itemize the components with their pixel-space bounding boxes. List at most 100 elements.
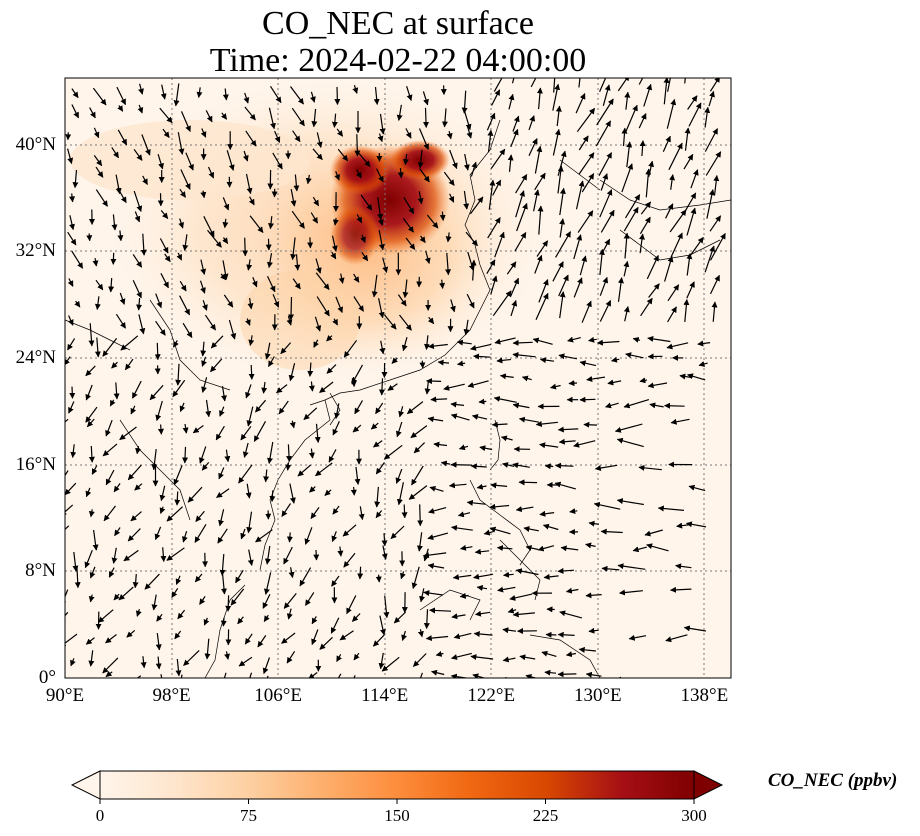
wind-arrow [219,554,226,576]
wind-arrow [289,420,296,429]
wind-arrow [588,336,597,343]
wind-arrow [460,544,473,551]
wind-arrow [331,575,340,587]
wind-arrow [85,637,95,645]
wind-arrow [286,444,293,462]
wind-arrow [709,78,721,92]
wind-arrow [577,210,594,233]
wind-arrow [543,573,559,580]
wind-arrow [552,83,561,111]
wind-arrow [419,672,423,678]
wind-arrow [578,152,595,175]
wind-arrow [134,483,143,491]
wind-arrow [164,253,171,263]
wind-arrow [534,145,543,174]
wind-arrow [91,465,98,475]
wind-arrow [426,214,439,229]
wind-arrow [429,485,444,492]
wind-arrow [557,631,575,638]
wind-arrow [131,380,142,399]
wind-arrow [261,381,268,394]
wind-arrow [304,592,315,606]
wind-arrow [172,379,186,398]
wind-arrow [502,627,517,634]
wind-arrow [383,444,403,460]
wind-arrow [246,406,254,427]
wind-arrow [665,634,688,643]
colorbar-tick-label: 225 [532,806,559,825]
wind-arrow [375,574,382,583]
wind-arrow [516,202,528,232]
wind-arrow [113,593,120,601]
wind-arrow [541,650,557,657]
wind-arrow [379,113,386,135]
wind-arrow [224,449,231,463]
colorbar [70,770,724,804]
wind-arrow [417,149,424,169]
wind-arrow [187,486,203,503]
wind-arrow [117,230,124,242]
wind-arrow [506,261,517,275]
wind-arrow [67,148,74,165]
wind-arrow [331,235,338,252]
wind-arrow [647,335,671,343]
wind-arrow [285,462,292,471]
wind-arrow [683,153,694,170]
wind-arrow [486,112,496,131]
wind-arrow [207,229,222,248]
wind-arrow [379,615,386,636]
wind-arrow [552,128,561,156]
wind-arrow [200,128,207,138]
wind-arrow [683,299,690,322]
wind-arrow [72,551,79,572]
wind-arrow [374,486,381,508]
wind-arrow [437,359,450,366]
wind-arrow [623,206,639,232]
wind-arrow [138,314,146,335]
wind-arrow [452,574,472,581]
wind-arrow [324,489,332,496]
wind-arrow [70,658,76,667]
wind-arrow [332,421,340,436]
wind-arrow [487,217,501,239]
wind-arrow [245,384,252,399]
wind-arrow [117,187,127,204]
wind-arrow [126,629,136,638]
wind-arrow [585,592,602,599]
wind-arrow [585,542,596,549]
wind-arrow [611,356,620,363]
wind-arrow [200,190,207,199]
wind-arrow [278,400,289,415]
wind-arrow [133,190,143,212]
wind-arrow [383,314,397,330]
wind-arrow [542,523,559,531]
wind-arrow [326,335,333,342]
wind-arrow [102,443,118,457]
wind-arrow [245,173,253,195]
wind-arrow [249,672,253,678]
wind-arrow [601,565,620,572]
wind-arrow [539,357,555,364]
wind-arrow [625,352,644,359]
wind-arrow [353,273,360,283]
wind-arrow [182,234,189,251]
wind-arrow [269,85,282,104]
wind-arrow [453,632,472,640]
wind-arrow [391,357,398,364]
wind-arrow [375,168,384,183]
wind-arrow [182,423,189,434]
wind-arrow [536,240,549,257]
wind-arrow [263,614,270,623]
wind-arrow [427,416,444,423]
wind-arrow [155,400,163,422]
wind-arrow [684,127,691,151]
wind-arrow [413,442,426,454]
wind-arrow [286,315,293,326]
wind-arrow [535,292,549,321]
wind-arrow [235,569,244,584]
wind-arrow [387,383,398,391]
wind-arrow [708,90,715,107]
wind-arrow [458,444,469,451]
wind-arrow [166,506,184,522]
wind-arrow [623,232,630,259]
